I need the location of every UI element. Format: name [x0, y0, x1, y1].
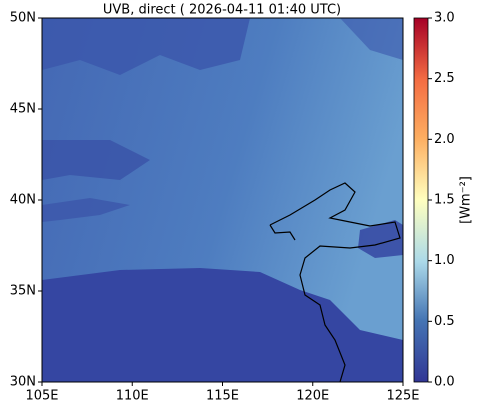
- chart-title: UVB, direct ( 2026-04-11 01:40 UTC): [103, 3, 341, 18]
- x-tick-label: 125E: [386, 389, 419, 404]
- colorbar-tick-label: 2.0: [434, 132, 455, 147]
- colorbar-tick-label: 1.0: [434, 253, 455, 268]
- colorbar-tick-label: 0.0: [434, 375, 455, 390]
- y-tick-label: 45N: [10, 102, 36, 117]
- colorbar-tick-label: 1.5: [434, 193, 455, 208]
- y-tick-label: 40N: [10, 193, 36, 208]
- colorbar-tick-label: 2.5: [434, 71, 455, 86]
- colorbar-tick-label: 3.0: [434, 11, 455, 26]
- colorbar-label: [Wm⁻²]: [459, 176, 474, 224]
- x-tick-label: 110E: [116, 389, 149, 404]
- x-tick-label: 115E: [206, 389, 239, 404]
- colorbar: [413, 17, 429, 383]
- map-field: [42, 18, 403, 382]
- y-tick-label: 50N: [10, 11, 36, 26]
- y-tick-label: 30N: [10, 375, 36, 390]
- y-tick-label: 35N: [10, 284, 36, 299]
- x-tick-label: 105E: [25, 389, 58, 404]
- x-tick-label: 120E: [296, 389, 329, 404]
- colorbar-tick-label: 0.5: [434, 314, 455, 329]
